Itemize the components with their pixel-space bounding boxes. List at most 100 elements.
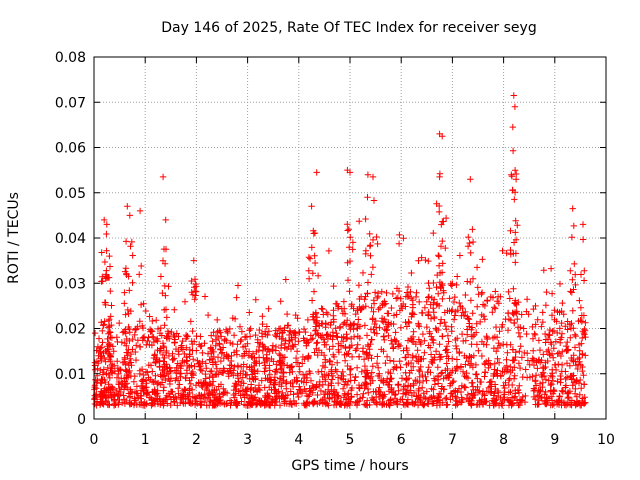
data-point [231,363,238,370]
data-point [325,381,332,389]
data-point [453,345,460,352]
data-point [451,312,458,319]
data-point [368,271,375,278]
data-point [557,352,565,360]
data-point [233,385,240,393]
data-point [469,333,477,340]
data-point [512,387,519,394]
data-point [514,222,521,229]
data-point [412,293,420,301]
data-point [276,402,284,409]
data-point [115,399,122,407]
data-point [550,327,558,335]
data-point [564,326,571,333]
data-point [506,375,513,382]
data-point [539,369,547,377]
data-point [354,341,361,348]
data-point [121,354,128,361]
data-point [370,326,377,333]
data-point [534,365,541,372]
data-point [486,402,493,409]
data-point [509,147,517,154]
data-point [108,321,115,329]
data-point [272,368,279,375]
data-point [252,296,259,303]
data-point [415,257,422,264]
data-point [541,391,548,398]
data-point [143,377,150,384]
data-point [339,368,346,376]
data-point [439,399,446,406]
data-point [290,329,297,337]
data-point [124,203,131,210]
data-point [237,338,244,345]
data-point [580,372,587,379]
data-point [465,233,472,241]
data-point [417,356,424,363]
data-point [403,289,411,296]
data-point [385,321,392,328]
data-point [562,400,570,407]
data-point [346,288,353,295]
data-point [328,366,335,374]
data-point [361,322,369,329]
data-point [239,387,246,394]
data-point [121,339,128,347]
data-point [391,395,399,402]
data-point [545,331,553,338]
data-point [190,257,197,264]
data-point [421,304,429,311]
data-point [516,364,524,372]
data-point [303,374,311,382]
data-point [223,400,231,407]
data-point [504,327,512,334]
data-point [327,321,334,329]
data-point [427,344,434,351]
data-point [572,271,579,278]
data-point [207,398,214,405]
data-point [305,267,312,274]
data-point [581,331,588,338]
data-point [430,229,437,237]
data-point [468,399,475,407]
data-point [136,271,143,278]
data-point [516,333,524,340]
data-point [491,304,498,311]
data-point [462,384,469,391]
data-point [395,240,403,247]
data-point [572,362,580,369]
data-point [308,244,315,251]
data-point [541,398,548,405]
data-point [394,343,402,350]
data-point [439,260,446,267]
data-point [318,305,325,312]
data-point [582,399,589,406]
data-point [366,346,373,353]
data-point [557,379,564,386]
data-point [322,376,329,383]
data-point [186,363,193,371]
data-point [408,269,415,277]
data-point [262,331,269,338]
data-point [138,392,145,400]
y-tick-labels: 0 0.01 0.02 0.03 0.04 0.05 0.06 0.07 0.08 [55,50,86,428]
data-point [373,233,380,241]
data-point [160,342,167,350]
data-point [431,296,438,303]
data-point [332,300,340,307]
data-point [478,338,486,345]
data-point [138,382,145,390]
data-point [157,397,164,405]
data-point [292,354,300,362]
data-point [566,321,573,328]
data-point [380,333,388,340]
data-point [340,333,347,340]
data-point [416,323,423,330]
data-point [430,309,437,316]
data-point [126,393,134,400]
data-point [461,383,468,390]
data-point [505,288,512,296]
data-point [531,331,539,339]
data-point [345,322,353,330]
